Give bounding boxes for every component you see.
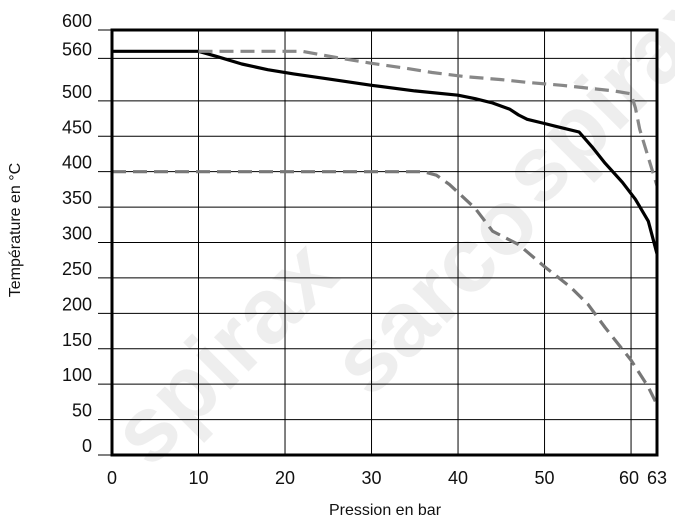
x-axis-label: Pression en bar [329,502,442,519]
y-tick-label: 400 [62,153,92,173]
y-tick-label: 560 [62,39,92,59]
y-tick-label: 250 [62,259,92,279]
svg-text:spirax: spirax [92,220,356,484]
y-tick-label: 150 [62,330,92,350]
y-tick-label: 0 [82,436,92,456]
y-axis-label: Température en °C [7,163,24,297]
x-tick-label: 10 [188,468,208,488]
x-tick-labels: 0 10 20 30 40 50 60 63 [107,468,667,488]
x-tick-label: 50 [535,468,555,488]
x-tick-label: 30 [362,468,382,488]
y-tick-label: 50 [72,401,92,421]
y-tick-label: 500 [62,82,92,102]
y-tick-label: 300 [62,224,92,244]
plot-frame [110,28,659,457]
x-tick-label: 0 [107,468,117,488]
svg-text:spirax: spirax [482,0,675,224]
y-tick-label: 450 [62,117,92,137]
y-tick-label: 100 [62,365,92,385]
series-group [112,49,659,406]
x-tick-label: 40 [448,468,468,488]
series-line-3 [112,170,659,406]
y-tick-label: 200 [62,294,92,314]
series-line-1 [112,49,659,255]
x-tick-label: 60 [619,468,639,488]
y-tick-label: 600 [62,11,92,31]
y-tick-labels: 0 50 100 150 200 250 300 350 400 450 500 560 600 [62,11,92,456]
x-tick-label: 20 [275,468,295,488]
y-tick-label: 350 [62,188,92,208]
x-tick-label: 63 [647,468,667,488]
